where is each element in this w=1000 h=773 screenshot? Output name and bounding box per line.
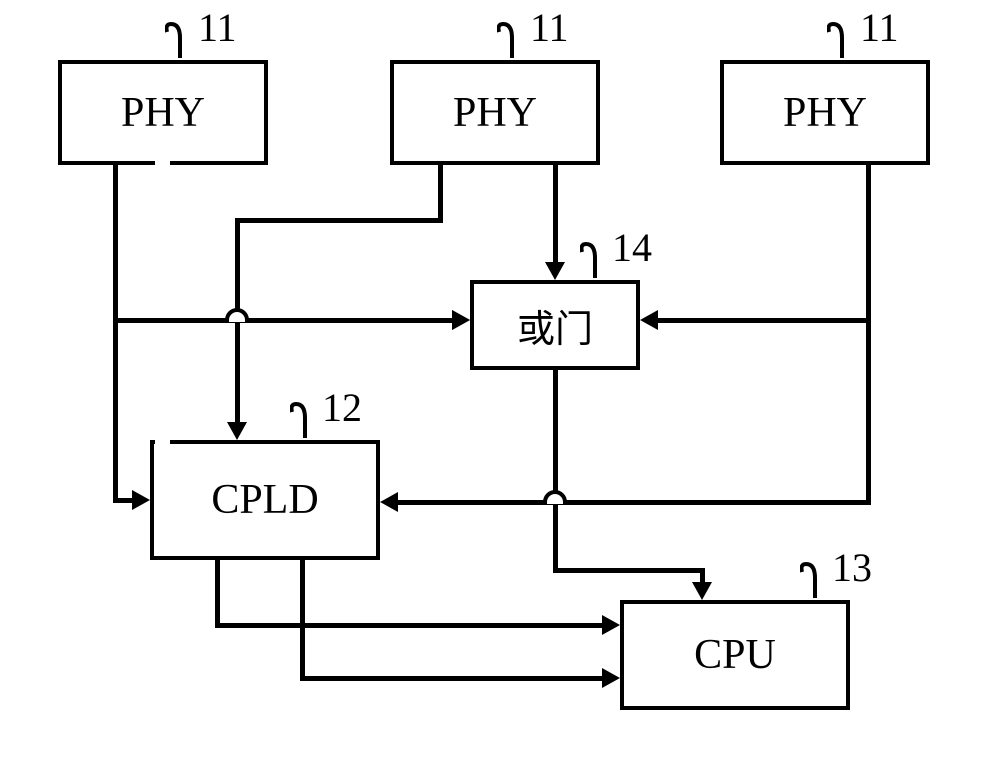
jump-1 [225, 308, 249, 322]
arrow-phy2-or [545, 262, 565, 280]
edge-or-cpu-h2 [553, 568, 703, 573]
diagram-canvas: PHY 11 PHY 11 PHY 11 或门 14 CPLD 12 CPU 1… [0, 0, 1000, 773]
arrow-phy1-or2 [452, 310, 470, 330]
edge-phy2-or [553, 165, 558, 265]
edge-phy1-v [113, 165, 118, 500]
node-cpu-label: CPU [694, 631, 776, 679]
edge-cpld-cpu1-h [215, 623, 605, 628]
ref-label-phy3: 11 [860, 4, 899, 51]
edge-or-cpu-v2 [553, 370, 558, 570]
arrow-phy3-cpld [380, 492, 398, 512]
node-cpld: CPLD [150, 440, 380, 560]
arrow-cpld-cpu1 [602, 615, 620, 635]
node-phy3-label: PHY [783, 89, 867, 137]
ref-label-cpld: 12 [322, 384, 362, 431]
ref-label-phy2: 11 [530, 4, 569, 51]
ref-hook-cpld [290, 396, 320, 438]
edge-phy2-cpld-v1 [438, 165, 443, 220]
edge-phy3-or-h [655, 318, 871, 323]
ref-hook-phy3 [827, 16, 857, 58]
node-cpu: CPU [620, 600, 850, 710]
ref-hook-phy1 [165, 16, 195, 58]
arrow-phy2-cpld [227, 422, 247, 440]
ref-hook-cpu [800, 556, 830, 598]
node-cpld-label: CPLD [211, 476, 318, 524]
edge-cpld-cpu2-v [300, 560, 305, 678]
ref-label-or: 14 [612, 224, 652, 271]
node-phy1-label: PHY [121, 89, 205, 137]
node-phy3: PHY [720, 60, 930, 165]
ref-label-cpu: 13 [832, 544, 872, 591]
node-phy2: PHY [390, 60, 600, 165]
edge-phy2-cpld-h [235, 218, 443, 223]
edge-phy3-cpld-h [395, 500, 871, 505]
ref-hook-phy2 [497, 16, 527, 58]
node-phy2-label: PHY [453, 89, 537, 137]
arrow-cpld-cpu2 [602, 668, 620, 688]
node-or-gate: 或门 [470, 280, 640, 370]
edge-phy3-v [866, 165, 871, 505]
arrow-phy1-cpld2 [132, 490, 150, 510]
node-or-gate-label: 或门 [517, 298, 593, 353]
edge-cpld-cpu1-v [215, 560, 220, 625]
ref-label-phy1: 11 [198, 4, 237, 51]
arrow-or-cpu [692, 582, 712, 600]
jump-2 [543, 490, 567, 504]
edge-phy1-or-h2 [113, 318, 455, 323]
edge-cpld-cpu2-h [300, 676, 605, 681]
node-phy1: PHY [58, 60, 268, 165]
arrow-phy3-or [640, 310, 658, 330]
ref-hook-or [580, 236, 610, 278]
